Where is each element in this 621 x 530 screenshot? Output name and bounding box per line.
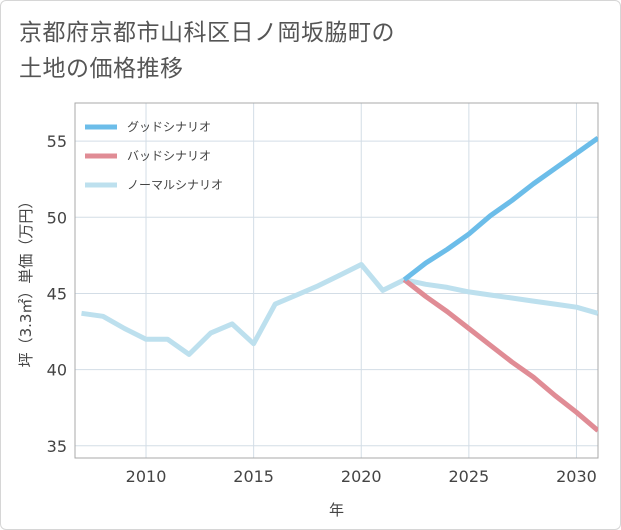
legend-label: ノーマルシナリオ [127, 178, 223, 192]
x-tick-label: 2010 [126, 467, 167, 486]
y-tick-label: 55 [47, 132, 67, 151]
y-tick-label: 40 [47, 361, 67, 380]
legend-label: グッドシナリオ [127, 120, 211, 134]
plot-area [74, 102, 599, 459]
y-tick-label: 35 [47, 437, 67, 456]
tick-labels: 2010 2015 2020 2025 2030 35 40 45 50 55 [47, 132, 597, 486]
x-axis-title: 年 [329, 501, 344, 519]
x-tick-label: 2020 [341, 467, 382, 486]
y-tick-label: 45 [47, 284, 67, 303]
legend-label: バッドシナリオ [127, 149, 211, 163]
chart-title: 京都府京都市山科区日ノ岡坂脇町の 土地の価格推移 [19, 20, 395, 82]
series-lines [81, 135, 598, 433]
series-line-2 [402, 277, 598, 433]
x-tick-label: 2025 [449, 467, 490, 486]
grid [75, 103, 598, 458]
series-line-3 [81, 262, 598, 357]
x-tick-label: 2030 [556, 467, 597, 486]
x-tick-label: 2015 [233, 467, 274, 486]
series-line-1 [402, 135, 598, 282]
y-tick-label: 50 [47, 208, 67, 227]
y-axis-title: 坪（3.3㎡）単価（万円） [17, 194, 35, 368]
